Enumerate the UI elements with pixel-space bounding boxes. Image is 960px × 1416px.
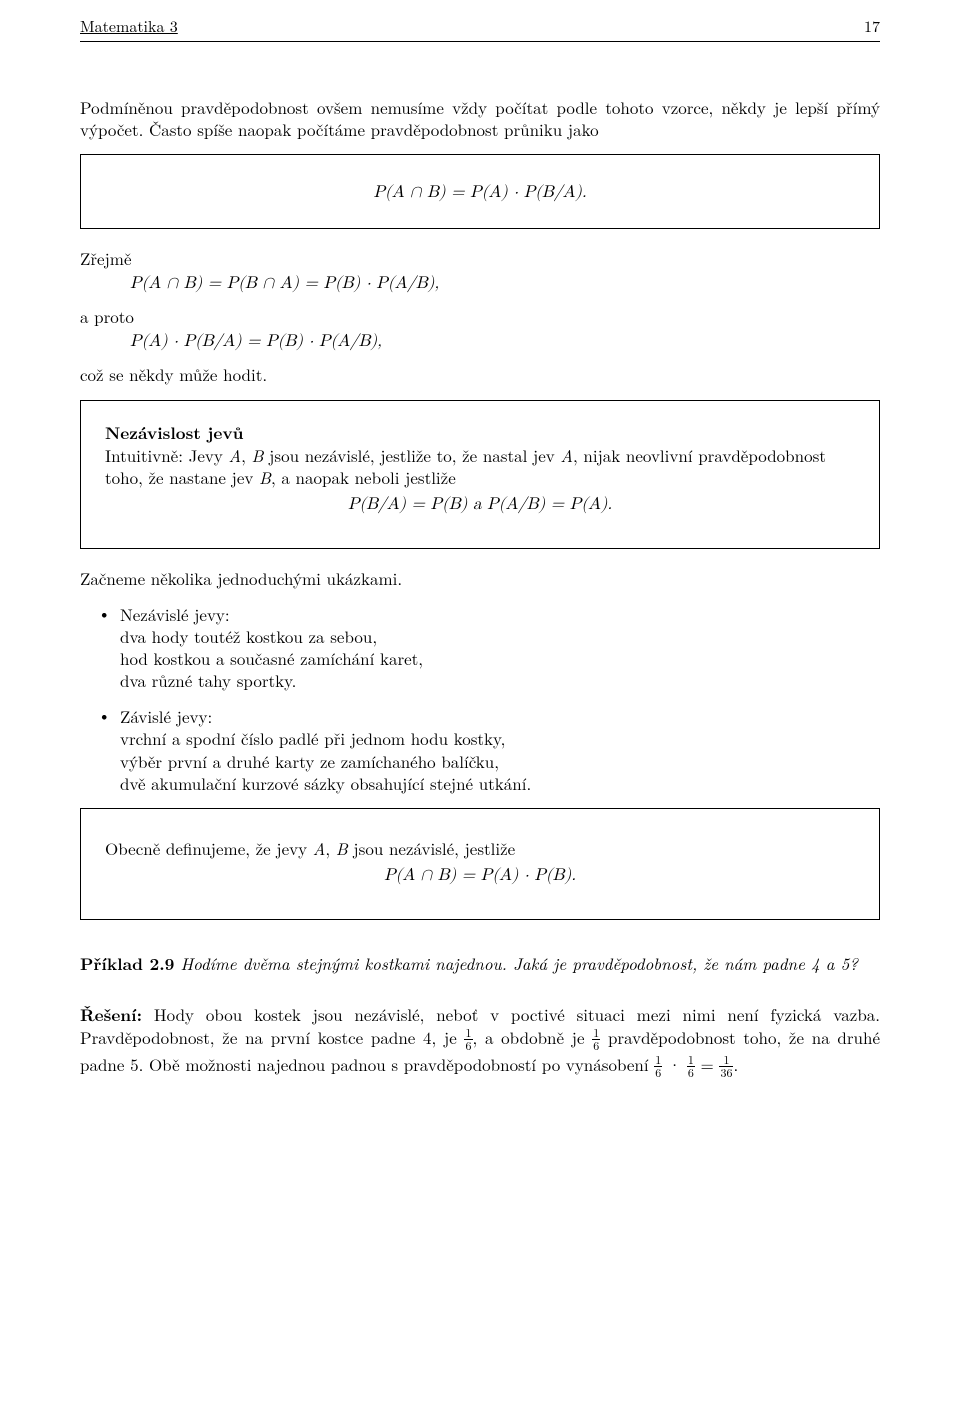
equation-1: P(A ∩ B) = P(B ∩ A) = P(B) · P(A/B), xyxy=(130,273,880,295)
bullet2-l2: výběr první a druhé karty ze zamíchaného… xyxy=(120,749,499,773)
box3-c: , xyxy=(325,836,335,860)
box2-B2: B xyxy=(259,465,271,489)
box2-title: Nezávislost jevů xyxy=(105,421,244,445)
equation-2: P(A) · P(B/A) = P(B) · P(A/B), xyxy=(130,331,880,353)
formula-box-3: Obecně definujeme, že jevy A, B jsou nez… xyxy=(80,808,880,920)
box2-B: B xyxy=(252,443,264,467)
bullet2-lead: Závislé jevy: xyxy=(120,704,212,728)
list-item: Nezávislé jevy: dva hody toutéž kostkou … xyxy=(120,603,880,691)
priklad-text: Hodíme dvěma stejnými kostkami najednou.… xyxy=(174,951,858,975)
reseni-end: . xyxy=(733,1052,738,1076)
bullet2-l1: vrchní a spodní číslo padlé při jednom h… xyxy=(120,726,505,750)
box2-c1: , xyxy=(241,443,251,467)
box2-t4: , a naopak neboli jestliže xyxy=(271,465,456,489)
formula-1: P(A ∩ B) = P(A) · P(B/A). xyxy=(373,184,586,201)
frac-den: 6 xyxy=(592,1040,600,1052)
frac-den: 6 xyxy=(654,1067,662,1079)
bullet-list: Nezávislé jevy: dva hody toutéž kostkou … xyxy=(80,603,880,794)
running-head: Matematika 3 17 xyxy=(80,16,880,37)
reseni-eq: = xyxy=(695,1052,720,1076)
bullet1-l1: dva hody toutéž kostkou za sebou, xyxy=(120,624,377,648)
reseni-paragraph: Řešení: Hody obou kostek jsou nezávislé,… xyxy=(80,1003,880,1080)
bullet2-l3: dvě akumulační kurzové sázky obsahující … xyxy=(120,771,531,795)
header-title: Matematika 3 xyxy=(80,16,178,37)
fraction-1-6-d: 16 xyxy=(687,1054,695,1079)
box3-A: A xyxy=(313,836,326,860)
a-proto-label: a proto xyxy=(80,305,880,327)
frac-den: 6 xyxy=(687,1067,695,1079)
reseni-label: Řešení: xyxy=(80,1003,142,1027)
frac-den: 36 xyxy=(719,1067,733,1079)
box2-text: Intuitivně: Jevy A, B jsou nezávislé, je… xyxy=(105,443,826,489)
intro-paragraph: Podmíněnou pravděpodobnost ovšem nemusím… xyxy=(80,96,880,140)
box3-t1: Obecně definujeme, že jevy xyxy=(105,836,313,860)
header-rule xyxy=(80,41,880,42)
box2-t1: Intuitivně: Jevy xyxy=(105,443,229,467)
fraction-1-6-b: 16 xyxy=(592,1027,600,1052)
formula-box-1: P(A ∩ B) = P(A) · P(B/A). xyxy=(80,154,880,229)
page: Matematika 3 17 Podmíněnou pravděpodobno… xyxy=(0,0,960,1416)
bullet1-l2: hod kostkou a současné zamíchání karet, xyxy=(120,646,423,670)
reseni-dot: · xyxy=(662,1052,687,1076)
zrejme-label: Zřejmě xyxy=(80,247,880,269)
bullet1-l3: dva různé tahy sportky. xyxy=(120,668,296,692)
box3-formula: P(A ∩ B) = P(A) · P(B). xyxy=(105,865,855,887)
box3-text: Obecně definujeme, že jevy A, B jsou nez… xyxy=(105,836,515,860)
fraction-1-36: 136 xyxy=(719,1054,733,1079)
examples-intro: Začneme několika jednoduchými ukázkami. xyxy=(80,567,880,589)
box3-t2: jsou nezávislé, jestliže xyxy=(348,836,515,860)
box2-formula: P(B/A) = P(B) a P(A/B) = P(A). xyxy=(105,494,855,516)
box3-B: B xyxy=(336,836,348,860)
box2-A2: A xyxy=(560,443,573,467)
frac-den: 6 xyxy=(464,1040,472,1052)
page-number: 17 xyxy=(864,16,880,37)
reseni-t2: , a obdobně je xyxy=(473,1025,593,1049)
priklad-label: Příklad 2.9 xyxy=(80,952,174,976)
list-item: Závislé jevy: vrchní a spodní číslo padl… xyxy=(120,705,880,793)
priklad-paragraph: Příklad 2.9 Hodíme dvěma stejnými kostka… xyxy=(80,952,880,975)
fraction-1-6-a: 16 xyxy=(464,1027,472,1052)
coz-text: což se někdy může hodit. xyxy=(80,363,880,385)
fraction-1-6-c: 16 xyxy=(654,1054,662,1079)
formula-box-2: Nezávislost jevů Intuitivně: Jevy A, B j… xyxy=(80,400,880,549)
bullet1-lead: Nezávislé jevy: xyxy=(120,602,230,626)
box2-t2: jsou nezávislé, jestliže to, že nastal j… xyxy=(264,443,561,467)
box2-A: A xyxy=(229,443,242,467)
